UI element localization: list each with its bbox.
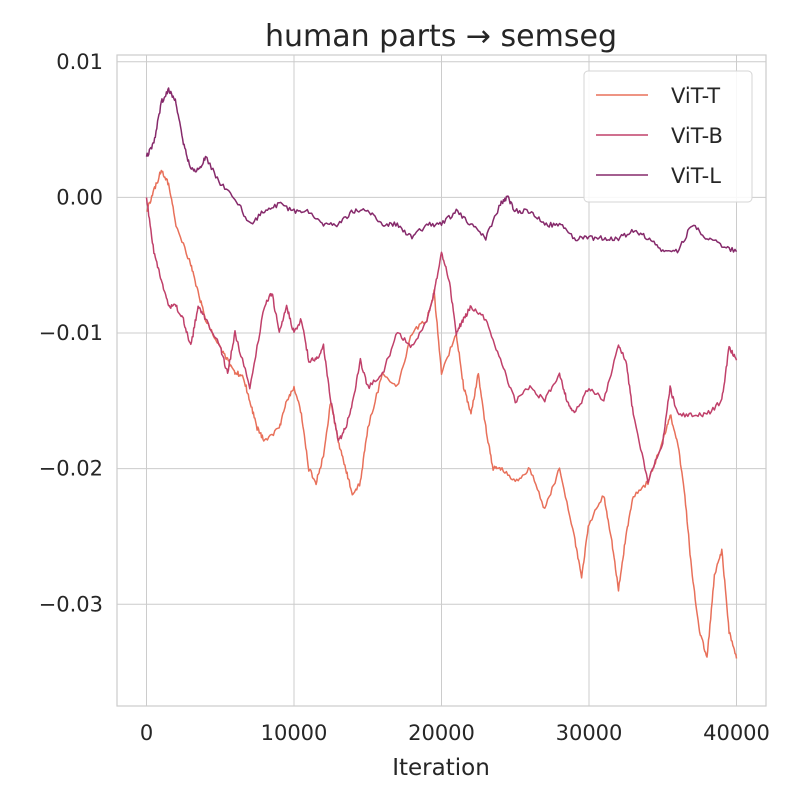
x-tick-label: 10000	[261, 721, 328, 745]
y-tick-label: 0.01	[56, 50, 103, 74]
legend: ViT-T ViT-B ViT-L	[583, 70, 753, 203]
y-tick-label: −0.03	[39, 592, 103, 616]
legend-label-vit-b: ViT-B	[671, 124, 723, 148]
series-line-vit-l	[145, 87, 738, 254]
x-tick-label: 40000	[703, 721, 770, 745]
x-tick-label: 30000	[556, 721, 623, 745]
chart-title: human parts → semseg	[265, 19, 617, 54]
series-layer	[145, 87, 738, 659]
y-tick-label: −0.02	[39, 457, 103, 481]
legend-label-vit-t: ViT-T	[671, 84, 720, 108]
x-tick-label: 20000	[408, 721, 475, 745]
x-tick-label: 0	[140, 721, 153, 745]
legend-box	[583, 70, 753, 203]
y-tick-label: −0.01	[39, 321, 103, 345]
x-axis-label: Iteration	[392, 755, 490, 781]
y-axis-ticks: 0.01 0.00 −0.01 −0.02 −0.03	[39, 50, 103, 617]
legend-label-vit-l: ViT-L	[671, 164, 721, 188]
series-line-vit-b	[145, 197, 738, 484]
plot-area-frame	[116, 54, 767, 707]
y-tick-label: 0.00	[56, 185, 103, 209]
x-axis-ticks: 0 10000 20000 30000 40000	[140, 721, 770, 745]
